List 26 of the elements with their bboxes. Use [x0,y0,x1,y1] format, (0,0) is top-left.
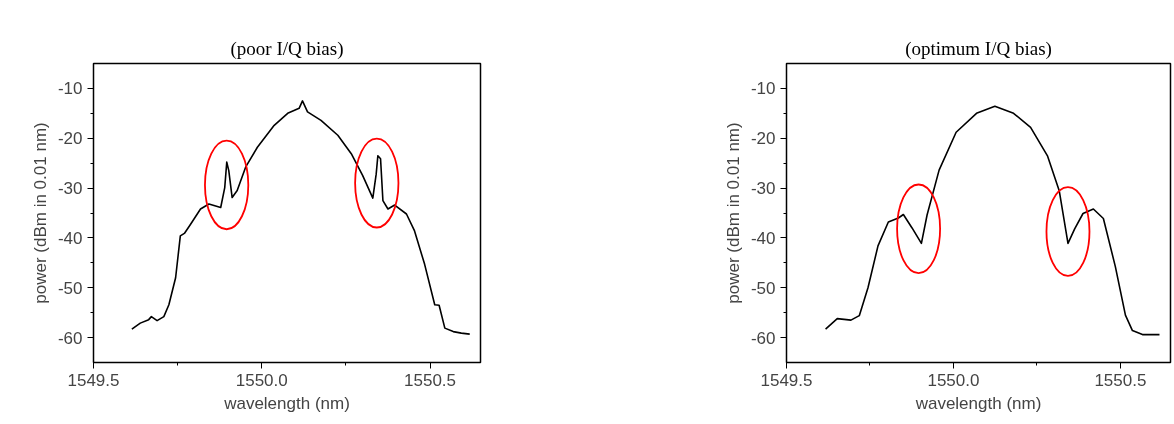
y-tick-label: -10 [750,79,776,99]
y-tick-label: -60 [57,328,83,348]
y-tick-label: -60 [750,328,776,348]
y-tick-label: -50 [750,278,776,298]
line-series [824,105,1161,336]
y-axis-title: power (dBm in 0.01 nm) [30,122,50,304]
y-tick-label: -30 [57,179,83,199]
y-axis-title: power (dBm in 0.01 nm) [723,122,743,304]
y-tick-label: -30 [750,179,776,199]
y-tick-label: -20 [750,129,776,149]
line-series [131,100,471,335]
chart-title: (poor I/Q bias) [230,37,344,60]
y-tick-label: -10 [57,79,83,99]
y-tick-label: -40 [57,228,83,248]
x-tick-label: 1550.5 [404,370,457,390]
y-tick-label: -20 [57,129,83,149]
x-tick-label: 1549.5 [760,370,813,390]
chart-title: (optimum I/Q bias) [905,37,1052,60]
x-axis-title: wavelength (nm) [914,393,1042,413]
x-tick-label: 1550.0 [927,370,980,390]
x-tick-label: 1550.5 [1094,370,1147,390]
y-tick-label: -40 [750,228,776,248]
y-tick-label: -50 [57,278,83,298]
x-tick-label: 1550.0 [235,370,288,390]
x-axis-title: wavelength (nm) [223,393,350,413]
x-tick-label: 1549.5 [67,370,120,390]
